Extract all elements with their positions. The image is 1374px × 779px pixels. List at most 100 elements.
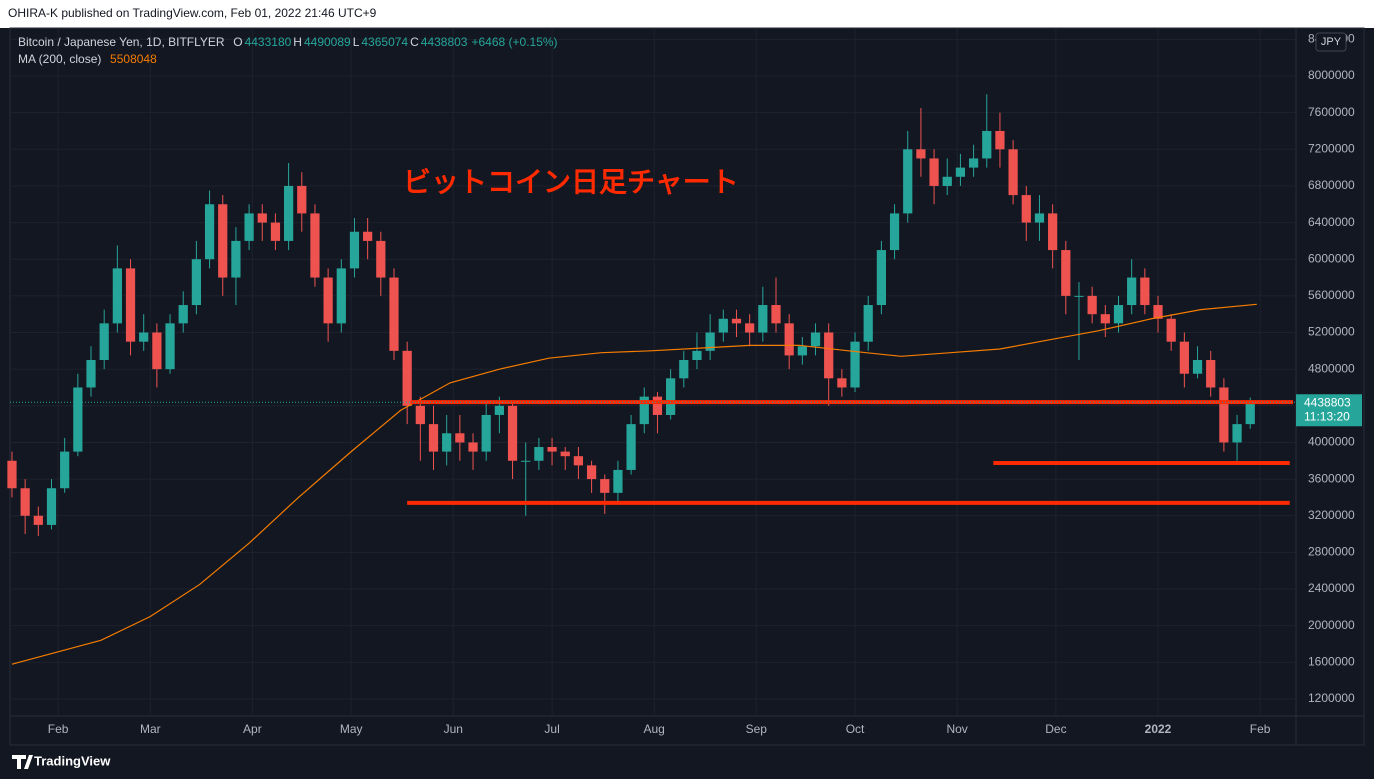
- x-tick-label: Aug: [643, 722, 664, 736]
- ohlc-value: 4490089: [303, 35, 351, 49]
- candle-body: [20, 488, 30, 516]
- candle-body: [1179, 341, 1189, 374]
- candle-body: [363, 231, 373, 241]
- candle-body: [745, 323, 755, 333]
- candle-body: [139, 332, 149, 342]
- header-text: OHIRA-K published on TradingView.com, Fe…: [8, 6, 377, 20]
- y-tick-label: 5600000: [1308, 288, 1355, 302]
- y-tick-label: 7200000: [1308, 141, 1355, 155]
- candle-body: [1113, 305, 1124, 324]
- currency-badge: [1315, 32, 1347, 52]
- y-tick-label: 3600000: [1308, 471, 1355, 485]
- y-tick-label: 8000000: [1308, 68, 1355, 82]
- candle-body: [218, 204, 228, 278]
- x-tick-label: Nov: [946, 722, 967, 736]
- candle-body: [1034, 213, 1045, 223]
- candle-body: [929, 158, 939, 186]
- ma-value: 5508048: [110, 52, 157, 66]
- candle-body: [534, 447, 544, 461]
- candle-body: [468, 442, 478, 452]
- y-tick-label: 6400000: [1308, 215, 1355, 229]
- x-tick-label: 2022: [1145, 722, 1172, 736]
- candle-body: [968, 158, 979, 168]
- candle-body: [784, 323, 794, 356]
- candle-body: [771, 305, 781, 324]
- candle-body: [165, 323, 175, 370]
- candle-body: [903, 149, 913, 214]
- candle-body: [1008, 149, 1018, 196]
- candle-body: [863, 305, 873, 342]
- candle-body: [1166, 318, 1176, 342]
- candle-body: [244, 213, 254, 241]
- candle-body: [86, 359, 96, 388]
- candle-body: [850, 341, 860, 388]
- candle-body: [1245, 402, 1255, 425]
- candle-body: [586, 465, 597, 480]
- candle-body: [1048, 213, 1058, 251]
- candle-body: [666, 378, 676, 415]
- x-tick-label: Feb: [48, 722, 69, 736]
- candle-body: [336, 268, 346, 324]
- y-tick-label: 2400000: [1308, 581, 1355, 595]
- candle-body: [797, 346, 807, 356]
- price-label: 4438803: [1304, 395, 1351, 409]
- ma-label: MA (200, close): [18, 52, 102, 66]
- candle-body: [46, 488, 57, 525]
- logo-icon: [12, 755, 33, 769]
- candle-body: [1219, 387, 1229, 443]
- candle-body: [876, 250, 886, 306]
- candle-body: [283, 185, 294, 241]
- ma-line: [11, 303, 1257, 665]
- y-tick-label: 3200000: [1308, 508, 1355, 522]
- x-tick-label: Feb: [1250, 722, 1271, 736]
- top-bar: [0, 0, 1374, 28]
- legend: Bitcoin / Japanese Yen, 1D, BITFLYER O 44…: [18, 34, 560, 68]
- candle-body: [415, 405, 425, 425]
- candle-body: [1206, 359, 1216, 388]
- currency: JPY: [1321, 36, 1342, 48]
- candle-body: [573, 456, 584, 466]
- candle-body: [125, 268, 136, 342]
- candle-body: [1021, 195, 1031, 223]
- y-tick-label: 7600000: [1308, 105, 1355, 119]
- ohlc: O 4433180 H 4490089 L 4365074 C 4438803: [233, 35, 469, 49]
- y-tick-label: 2800000: [1308, 545, 1355, 559]
- y-tick-label: 5200000: [1308, 325, 1355, 339]
- y-tick-label: 4000000: [1308, 435, 1355, 449]
- candle-body: [494, 405, 504, 415]
- countdown: 11:13:20: [1304, 409, 1350, 423]
- candle-body: [1074, 295, 1084, 297]
- chart-frame: [9, 27, 1365, 746]
- ohlc-value: 4365074: [361, 35, 409, 49]
- annotation: ビットコイン日足チャート: [403, 166, 739, 197]
- candle-body: [810, 332, 821, 347]
- candle-body: [560, 451, 570, 457]
- candle-body: [731, 318, 742, 324]
- symbol: Bitcoin / Japanese Yen, 1D, BITFLYER: [18, 35, 225, 49]
- x-tick-label: Oct: [846, 722, 865, 736]
- candle-body: [718, 318, 728, 333]
- y-tick-label: 6000000: [1308, 251, 1355, 265]
- candle-body: [402, 350, 412, 406]
- candle-body: [626, 424, 636, 470]
- candle-body: [257, 213, 267, 223]
- y-tick-label: 6800000: [1308, 178, 1355, 192]
- candle-body: [389, 277, 399, 351]
- x-tick-label: Sep: [746, 722, 768, 736]
- ohlc-value: 4438803: [420, 35, 468, 49]
- ohlc-label: H: [293, 35, 302, 49]
- x-tick-label: Jul: [544, 722, 559, 736]
- candle-body: [112, 268, 122, 324]
- candle-body: [600, 479, 610, 493]
- candle-body: [297, 185, 307, 214]
- candle-body: [152, 332, 162, 370]
- y-tick-label: 1600000: [1308, 654, 1355, 668]
- candle-body: [1061, 250, 1071, 296]
- candle-body: [1127, 277, 1137, 306]
- candle-body: [455, 433, 465, 443]
- candle-body: [1100, 314, 1110, 324]
- x-tick-label: Mar: [140, 722, 161, 736]
- candle-body: [692, 350, 702, 360]
